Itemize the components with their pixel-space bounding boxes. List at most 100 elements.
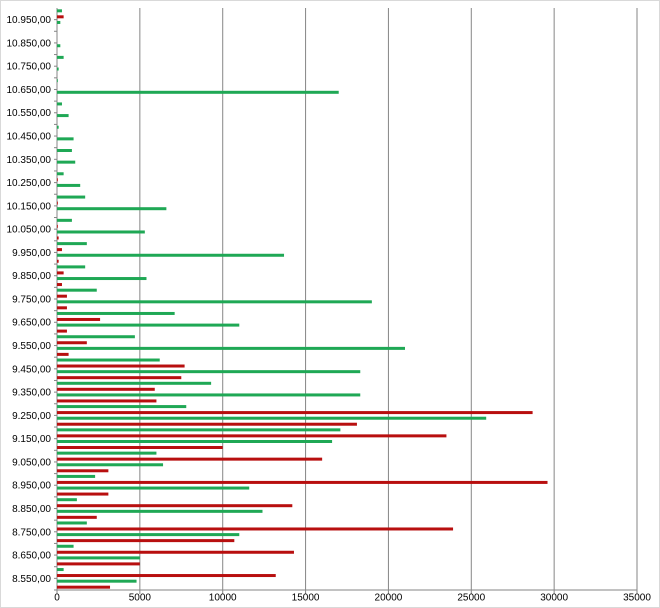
bar	[57, 195, 86, 199]
bar	[57, 422, 357, 426]
y-tick-label: 9.050,00	[12, 457, 51, 468]
y-tick-label: 9.950,00	[12, 248, 51, 259]
bar	[57, 574, 276, 578]
bar	[57, 428, 341, 432]
bar	[57, 509, 263, 513]
y-tick-label: 8.650,00	[12, 551, 51, 562]
bar	[57, 90, 339, 94]
bar	[57, 480, 548, 484]
bar	[57, 329, 67, 333]
bar	[57, 236, 59, 240]
bar	[57, 335, 135, 339]
bar	[57, 201, 58, 205]
y-tick-label: 9.450,00	[12, 364, 51, 375]
bar	[57, 283, 62, 287]
bar	[57, 451, 157, 455]
bar	[57, 207, 167, 211]
bar	[57, 248, 62, 252]
y-tick-label: 10.950,00	[7, 15, 52, 26]
x-tick-label: 25000	[457, 593, 485, 604]
y-tick-label: 10.350,00	[7, 155, 52, 166]
y-tick-label: 10.750,00	[7, 62, 52, 73]
bar	[57, 393, 361, 397]
bar	[57, 271, 64, 275]
x-tick-label: 10000	[209, 593, 237, 604]
bar	[57, 579, 137, 583]
y-tick-label: 10.150,00	[7, 201, 52, 212]
y-tick-label: 10.850,00	[7, 38, 52, 49]
bar	[57, 218, 72, 222]
bar	[57, 9, 62, 13]
x-tick-label: 20000	[375, 593, 403, 604]
bar	[57, 544, 74, 548]
y-tick-label: 10.050,00	[7, 225, 52, 236]
x-tick-label: 0	[54, 593, 60, 604]
bar	[57, 411, 533, 415]
bar	[57, 44, 61, 48]
bar	[57, 265, 86, 269]
y-tick-label: 8.750,00	[12, 527, 51, 538]
bar	[57, 224, 58, 228]
y-tick-label: 10.650,00	[7, 85, 52, 96]
y-tick-label: 8.850,00	[12, 504, 51, 515]
bar	[57, 376, 182, 380]
bar	[57, 387, 155, 391]
x-tick-label: 15000	[292, 593, 320, 604]
bar	[57, 504, 293, 508]
bar	[57, 137, 74, 141]
bar	[57, 539, 235, 543]
bar	[57, 381, 212, 385]
bar	[57, 498, 77, 502]
bar	[57, 300, 372, 304]
bar	[57, 149, 72, 152]
y-tick-label: 8.550,00	[12, 574, 51, 585]
bar	[57, 556, 140, 560]
bar	[57, 178, 58, 182]
bar	[57, 317, 101, 321]
x-tick-label: 5000	[129, 593, 152, 604]
bar	[57, 352, 69, 356]
bar	[57, 585, 111, 589]
y-tick-label: 9.550,00	[12, 341, 51, 352]
bar	[57, 230, 145, 234]
bar	[57, 311, 175, 315]
y-tick-label: 10.450,00	[7, 132, 52, 143]
y-tick-label: 9.350,00	[12, 388, 51, 399]
bar	[57, 562, 140, 566]
bar	[57, 550, 294, 554]
bar	[57, 358, 160, 362]
bar	[57, 527, 454, 531]
y-tick-label: 9.650,00	[12, 318, 51, 329]
x-tick-label: 35000	[623, 593, 651, 604]
bar	[57, 79, 58, 83]
bar	[57, 277, 147, 281]
bar	[57, 346, 405, 350]
bar	[57, 405, 187, 409]
y-tick-label: 10.550,00	[7, 108, 52, 119]
bar	[57, 521, 87, 525]
bar	[57, 67, 59, 71]
bar	[57, 440, 333, 443]
bar	[57, 172, 64, 176]
bar	[57, 364, 185, 368]
y-tick-label: 10.250,00	[7, 178, 52, 189]
bar	[57, 114, 69, 118]
x-tick-label: 30000	[540, 593, 568, 604]
bar	[57, 469, 109, 473]
bar	[57, 446, 223, 449]
bar	[57, 416, 487, 420]
bar	[57, 341, 87, 345]
bar	[57, 463, 164, 467]
bar	[57, 288, 97, 292]
bar	[57, 125, 59, 129]
bar	[57, 457, 323, 461]
bar	[57, 492, 109, 496]
bar	[57, 15, 64, 19]
y-tick-label: 9.150,00	[12, 434, 51, 445]
y-tick-label: 9.750,00	[12, 294, 51, 305]
bar	[57, 306, 67, 310]
bar	[57, 486, 250, 490]
bar	[57, 183, 81, 187]
bar	[57, 399, 157, 403]
